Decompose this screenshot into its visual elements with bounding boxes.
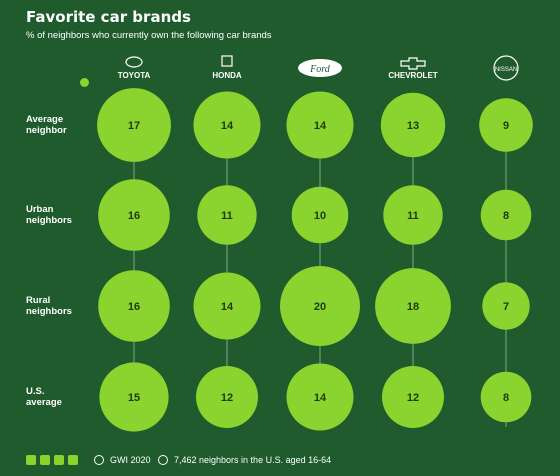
bubble: [98, 270, 170, 342]
brand-label: Ford: [309, 64, 331, 75]
bubble-value: 11: [221, 210, 233, 222]
chart-subtitle: % of neighbors who currently own the fol…: [26, 30, 272, 41]
bubble-value: 9: [503, 120, 509, 132]
brand-logo-icon: [80, 78, 89, 87]
ford-logo-icon: [298, 59, 342, 77]
bubble-value: 10: [314, 210, 326, 222]
bubble-value: 12: [221, 392, 233, 404]
bubble: [98, 179, 170, 251]
bubble-value: 12: [407, 392, 419, 404]
bubble-value: 14: [314, 392, 327, 404]
bubble: [99, 362, 169, 432]
row-label: Rural neighbors: [26, 295, 72, 317]
sample-label: 7,462 neighbors in the U.S. aged 16-64: [174, 455, 332, 465]
bubble-value: 7: [503, 301, 509, 313]
toyota-logo-icon: [125, 56, 143, 68]
bubble: [286, 363, 354, 431]
bubble-value: 16: [128, 210, 140, 222]
chart-title: Favorite car brands: [26, 8, 191, 26]
bubble: [382, 366, 444, 428]
row-label: Urban neighbors: [26, 204, 72, 226]
bubble-value: 14: [221, 120, 234, 132]
bubble-value: 17: [128, 120, 140, 132]
bubble-value: 8: [503, 210, 509, 222]
row-label: Average neighbor: [26, 114, 67, 136]
bubble: [286, 91, 354, 159]
bubble-value: 16: [128, 301, 140, 313]
bubble-value: 15: [128, 392, 140, 404]
source-label: GWI 2020: [110, 455, 151, 465]
bubble-value: 13: [407, 120, 419, 132]
chevrolet-logo-icon: [400, 57, 426, 70]
bubble: [291, 186, 349, 244]
bubble: [197, 185, 257, 245]
bubble: [480, 189, 532, 241]
row-label: U.S. average: [26, 386, 62, 408]
brand-label: TOYOTA: [118, 71, 151, 80]
brand-logos-icon: [26, 455, 78, 465]
bubble-value: 14: [221, 301, 234, 313]
bubble-value: 14: [314, 120, 327, 132]
bubble: [193, 272, 261, 340]
nissan-logo-icon: [493, 55, 519, 81]
bubble-value: 8: [503, 392, 509, 404]
bubble-value: 18: [407, 301, 419, 313]
bubble: [482, 282, 530, 330]
bubble-value: 11: [407, 210, 419, 222]
bubble: [280, 266, 360, 346]
bubble: [383, 185, 443, 245]
bubble: [196, 366, 258, 428]
bubble: [380, 92, 446, 158]
bubble: [193, 91, 261, 159]
bubble-value: 20: [314, 301, 326, 313]
brand-label: NISSAN: [495, 67, 517, 73]
bubble: [479, 98, 533, 152]
brand-label: HONDA: [212, 71, 242, 80]
bubble: [97, 88, 171, 162]
honda-logo-icon: [221, 55, 233, 67]
bubble: [375, 268, 451, 344]
source-icon: [94, 455, 104, 465]
people-icon: [158, 455, 168, 465]
bubble: [480, 371, 532, 423]
brand-label: CHEVROLET: [388, 71, 437, 80]
